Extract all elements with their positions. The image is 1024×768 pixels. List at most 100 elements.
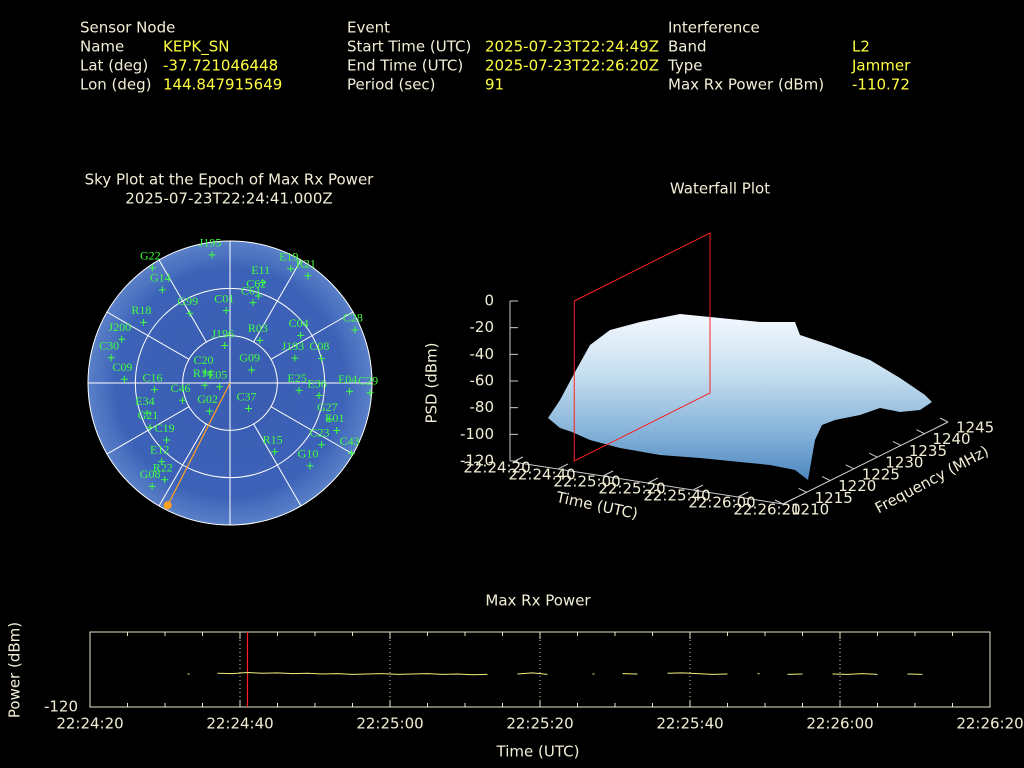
satellite-marker xyxy=(148,482,156,490)
satellite-marker xyxy=(163,436,171,444)
satellite-marker xyxy=(107,354,115,362)
satellite-marker xyxy=(317,354,325,362)
y-tick-label: 1235 xyxy=(909,442,947,460)
satellite-label: G08 xyxy=(140,467,161,481)
x-tick-label: 22:24:40 xyxy=(508,466,575,484)
field-value: KEPK_SN xyxy=(163,38,229,57)
x-tick-label: 22:26:00 xyxy=(806,715,873,733)
satellite-label: E34 xyxy=(135,394,154,408)
satellite-marker xyxy=(221,342,229,350)
field-value: L2 xyxy=(852,38,870,56)
satellite-marker xyxy=(291,354,299,362)
satellite-marker xyxy=(222,307,230,315)
satellite-label: G27 xyxy=(317,400,338,414)
x-tick-label: 22:25:20 xyxy=(506,715,573,733)
field-label: Max Rx Power (dBm) xyxy=(668,76,824,94)
satellite-label: E19 xyxy=(279,250,298,264)
x-tick xyxy=(602,470,614,477)
z-tick-label: -20 xyxy=(470,318,495,336)
satellite-marker xyxy=(259,278,267,286)
x-tick-label: 22:25:40 xyxy=(643,487,710,505)
x-tick xyxy=(647,477,659,484)
x-tick xyxy=(557,463,569,470)
y-axis-label: Power (dBm) xyxy=(6,622,24,718)
y-tick-label: 1240 xyxy=(932,430,970,448)
satellite-marker xyxy=(120,375,128,383)
satellite-marker xyxy=(161,476,169,484)
chart-title: Max Rx Power xyxy=(485,592,591,610)
y-tick xyxy=(821,476,831,482)
z-tick-label: -100 xyxy=(460,425,494,443)
field-value: -110.72 xyxy=(852,76,910,94)
field-value: 91 xyxy=(485,76,504,94)
satellite-label: E04 xyxy=(338,372,357,386)
satellite-label: E36 xyxy=(307,376,326,390)
chart-title: Waterfall Plot xyxy=(670,180,770,198)
field-value: 2025-07-23T22:26:20Z xyxy=(485,57,659,75)
field-label: Band xyxy=(668,38,707,56)
y-tick-label: 1220 xyxy=(838,477,876,495)
waterfall-surface xyxy=(548,314,932,480)
satellite-label: J200 xyxy=(108,320,131,334)
satellite-marker xyxy=(201,368,209,376)
satellite-label: G09 xyxy=(239,351,260,365)
y-tick-label: -120 xyxy=(44,698,78,716)
elevation-ring xyxy=(182,335,278,431)
x-tick-label: 22:26:00 xyxy=(688,494,755,512)
satellite-label: G21 xyxy=(138,408,159,422)
x-tick xyxy=(692,484,704,491)
y-tick-label: 1215 xyxy=(815,489,853,507)
satellite-marker xyxy=(318,441,326,449)
plot-frame xyxy=(89,631,991,708)
field-value: -37.721046448 xyxy=(163,57,278,75)
satellite-marker xyxy=(348,449,356,457)
elevation-ring xyxy=(87,240,373,526)
satellite-marker xyxy=(208,251,216,259)
satellite-marker xyxy=(143,409,151,417)
satellite-label: C30 xyxy=(99,338,119,352)
elevation-ring xyxy=(134,287,326,479)
field-value: Jammer xyxy=(851,57,911,75)
x-tick-label: 22:26:20 xyxy=(956,715,1023,733)
satellite-label: E01 xyxy=(325,411,344,425)
satellite-marker xyxy=(186,309,194,317)
satellite-label: C08 xyxy=(309,339,329,353)
section-title: Event xyxy=(347,19,390,37)
y-tick-label: 1245 xyxy=(956,419,994,437)
satellite-label: J196 xyxy=(211,326,234,340)
satellite-marker xyxy=(366,389,374,397)
satellite-marker xyxy=(325,415,333,423)
satellite-label: C37 xyxy=(237,389,257,403)
y-tick xyxy=(939,417,949,423)
satellite-marker xyxy=(118,335,126,343)
satellite-marker xyxy=(315,392,323,400)
satellite-marker xyxy=(333,426,341,434)
satellite-label: C28 xyxy=(343,311,363,325)
satellite-label: R22 xyxy=(153,461,173,475)
satellite-marker xyxy=(306,462,314,470)
satellite-label: J195 xyxy=(199,236,222,250)
satellite-label: C43 xyxy=(340,434,360,448)
satellite-label: C19 xyxy=(155,421,175,435)
satellite-marker xyxy=(249,299,257,307)
x-tick-label: 22:25:40 xyxy=(656,715,723,733)
field-label: Lat (deg) xyxy=(80,57,148,75)
satellite-label: E11 xyxy=(251,263,270,277)
satellite-marker xyxy=(146,423,154,431)
satellite-label: R03 xyxy=(248,321,268,335)
satellite-marker xyxy=(304,272,312,280)
y-tick xyxy=(798,487,807,493)
epoch-plane xyxy=(573,232,711,462)
satellite-marker xyxy=(201,381,209,389)
satellite-label: C23 xyxy=(310,426,330,440)
section-title: Sensor Node xyxy=(80,19,175,37)
satellite-marker xyxy=(295,386,303,394)
satellite-marker xyxy=(158,286,166,294)
z-tick-label: -60 xyxy=(470,372,495,390)
y-tick xyxy=(916,429,925,435)
satellite-marker xyxy=(206,407,214,415)
satellite-label: C46 xyxy=(171,381,191,395)
y-tick xyxy=(892,440,902,446)
satellite-label: C20 xyxy=(193,353,213,367)
chart-subtitle: 2025-07-23T22:24:41.000Z xyxy=(125,190,332,208)
